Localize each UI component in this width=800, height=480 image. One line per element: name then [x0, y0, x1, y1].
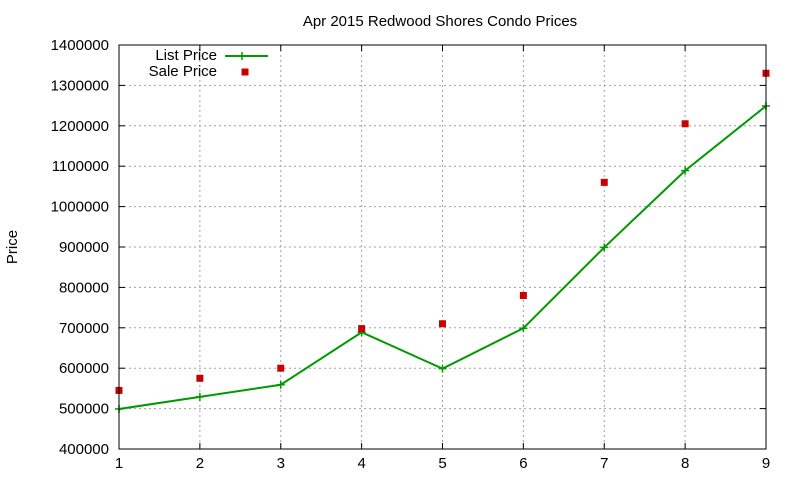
y-tick-label: 700000	[59, 320, 109, 337]
x-tick-label: 7	[600, 455, 608, 472]
list-price-point	[600, 243, 609, 252]
axis-ticks: 400000 500000 600000 700000 800000 900000 1000…	[51, 37, 771, 472]
y-axis-label: Price	[4, 230, 21, 264]
sale-price-point	[439, 320, 446, 328]
x-tick-label: 2	[196, 455, 204, 472]
plot-frame	[118, 44, 767, 450]
legend-label-list-price: List Price	[155, 47, 217, 64]
list-price-point	[276, 380, 285, 389]
sale-price-point	[600, 178, 608, 186]
y-tick-label: 1300000	[51, 77, 109, 94]
sale-price-point	[519, 291, 527, 299]
list-price-point	[681, 166, 690, 175]
x-tick-label: 1	[115, 455, 123, 472]
legend-label-sale-price: Sale Price	[149, 63, 217, 80]
x-tick-label: 8	[681, 455, 689, 472]
list-price-point	[438, 364, 447, 373]
y-tick-label: 1100000	[52, 158, 109, 175]
x-tick-label: 3	[277, 455, 285, 472]
y-tick-label: 900000	[59, 239, 109, 256]
x-tick-label: 4	[357, 455, 365, 472]
legend-marker-list-price	[238, 52, 246, 60]
y-tick-label: 1000000	[51, 199, 109, 216]
y-tick-label: 800000	[59, 279, 109, 296]
y-tick-label: 400000	[59, 441, 109, 458]
sale-price-point	[681, 120, 689, 128]
grid	[119, 45, 766, 449]
sale-price-point	[277, 364, 285, 372]
sale-price-point	[196, 374, 204, 382]
y-tick-label: 1400000	[51, 37, 109, 54]
list-price-point	[519, 324, 528, 333]
list-price-point	[195, 392, 204, 401]
legend-marker-sale-price	[241, 68, 249, 76]
x-tick-label: 6	[519, 455, 527, 472]
chart-title: Apr 2015 Redwood Shores Condo Prices	[303, 13, 577, 30]
y-tick-label: 500000	[59, 401, 109, 418]
x-tick-label: 5	[438, 455, 446, 472]
legend: List Price Sale Price	[149, 47, 268, 80]
sale-price-point	[358, 325, 366, 333]
x-tick-label: 9	[762, 455, 770, 472]
y-tick-label: 600000	[59, 360, 109, 377]
y-tick-label: 1200000	[51, 118, 109, 135]
